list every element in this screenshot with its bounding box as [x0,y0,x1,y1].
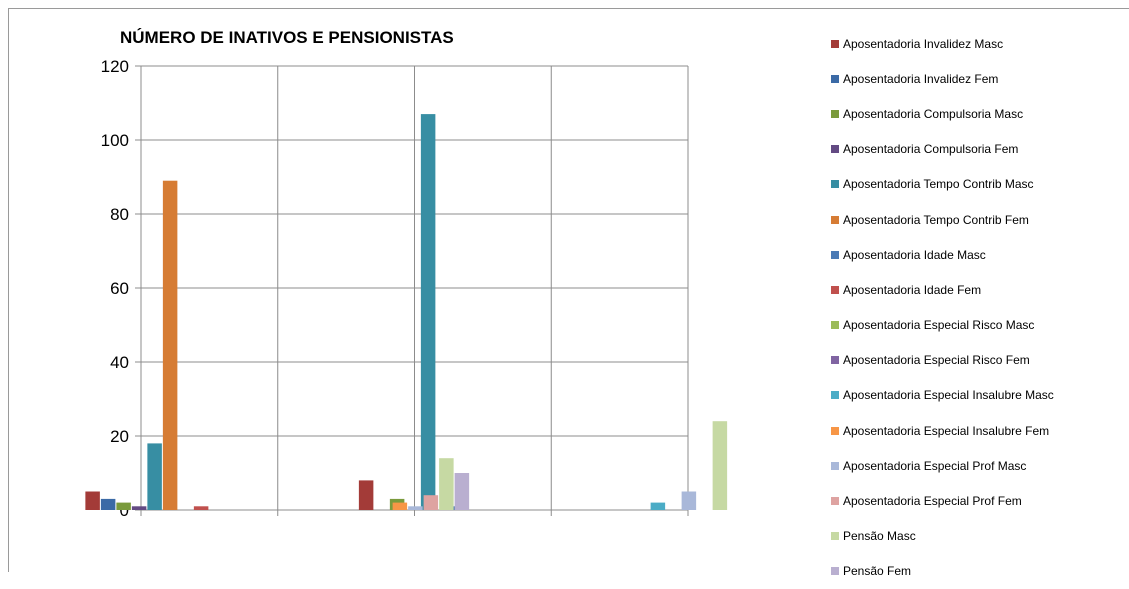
legend-swatch [831,74,839,83]
legend-item: Aposentadoria Tempo Contrib Masc [831,167,1121,202]
legend-swatch [831,109,839,118]
y-tick-label: 100 [101,131,129,150]
legend-swatch [831,356,839,365]
bar [85,491,100,510]
legend-swatch [831,426,839,435]
y-tick-label: 20 [110,427,129,446]
bar [423,495,439,510]
legend-label: Aposentadoria Especial Insalubre Fem [843,423,1050,438]
legend-item: Aposentadoria Idade Masc [831,237,1121,272]
legend-label: Aposentadoria Tempo Contrib Fem [843,212,1029,227]
legend-item: Aposentadoria Especial Insalubre Masc [831,378,1121,413]
legend-swatch [831,391,839,400]
bar [147,443,162,510]
y-tick-label: 0 [120,501,129,520]
legend-swatch [831,39,839,48]
legend-label: Aposentadoria Especial Insalubre Masc [843,388,1054,403]
legend-item: Pensão Masc [831,519,1121,554]
legend-swatch [831,250,839,259]
legend-label: Aposentadoria Invalidez Fem [843,71,999,86]
bar [193,506,209,510]
bar [681,491,697,510]
legend-item: Aposentadoria Tempo Contrib Fem [831,202,1121,237]
y-tick-label: 60 [110,279,129,298]
bar [408,506,423,510]
legend-swatch [831,145,839,154]
legend-swatch [831,497,839,506]
bar [650,502,666,510]
chart-plot: 0 20 40 60 80 100 120 [85,57,728,520]
legend-swatch [831,461,839,470]
legend-swatch [831,285,839,294]
legend-label: Aposentadoria Idade Masc [843,247,986,262]
legend-label: Aposentadoria Especial Risco Masc [843,318,1035,333]
legend-swatch [831,321,839,330]
legend-label: Pensão Masc [843,529,916,544]
y-tick-label: 120 [101,57,129,76]
bar [454,473,470,510]
legend-swatch [831,180,839,189]
legend-label: Pensão Fem [843,564,912,579]
chart-frame [8,8,1129,572]
bar [100,498,116,510]
legend-label: Aposentadoria Compulsoria Masc [843,106,1024,121]
legend-item: Aposentadoria Especial Risco Fem [831,343,1121,378]
legend-item: Aposentadoria Invalidez Masc [831,26,1121,61]
legend-item: Aposentadoria Compulsoria Fem [831,132,1121,167]
legend-label: Aposentadoria Tempo Contrib Masc [843,177,1034,192]
bar [116,502,131,510]
bar [439,458,454,510]
legend-label: Aposentadoria Idade Fem [843,282,982,297]
legend-item: Pensão Fem [831,554,1121,589]
y-tick-label: 80 [110,205,129,224]
legend-label: Aposentadoria Compulsoria Fem [843,142,1019,157]
chart-title: NÚMERO DE INATIVOS E PENSIONISTAS [120,28,454,47]
legend-item: Aposentadoria Especial Insalubre Fem [831,413,1121,448]
legend-label: Aposentadoria Especial Prof Masc [843,458,1027,473]
bar [162,180,178,510]
y-tick-label: 40 [110,353,129,372]
legend-item: Aposentadoria Especial Prof Masc [831,448,1121,483]
legend-swatch [831,532,839,541]
bar [392,502,408,510]
legend-item: Aposentadoria Compulsoria Masc [831,96,1121,131]
bar [131,506,147,510]
legend-label: Aposentadoria Especial Prof Fem [843,494,1022,509]
legend-label: Aposentadoria Invalidez Masc [843,36,1004,51]
legend-item: Aposentadoria Invalidez Fem [831,61,1121,96]
bar [712,421,728,510]
bar [358,480,374,510]
legend-item: Aposentadoria Idade Fem [831,272,1121,307]
legend-item: Aposentadoria Especial Prof Fem [831,483,1121,518]
legend-label: Aposentadoria Especial Risco Fem [843,353,1030,368]
legend-item: Aposentadoria Especial Risco Masc [831,308,1121,343]
legend-swatch [831,567,839,576]
bar [420,114,436,510]
chart-legend: Aposentadoria Invalidez Masc Aposentadori… [831,26,1121,589]
legend-swatch [831,215,839,224]
